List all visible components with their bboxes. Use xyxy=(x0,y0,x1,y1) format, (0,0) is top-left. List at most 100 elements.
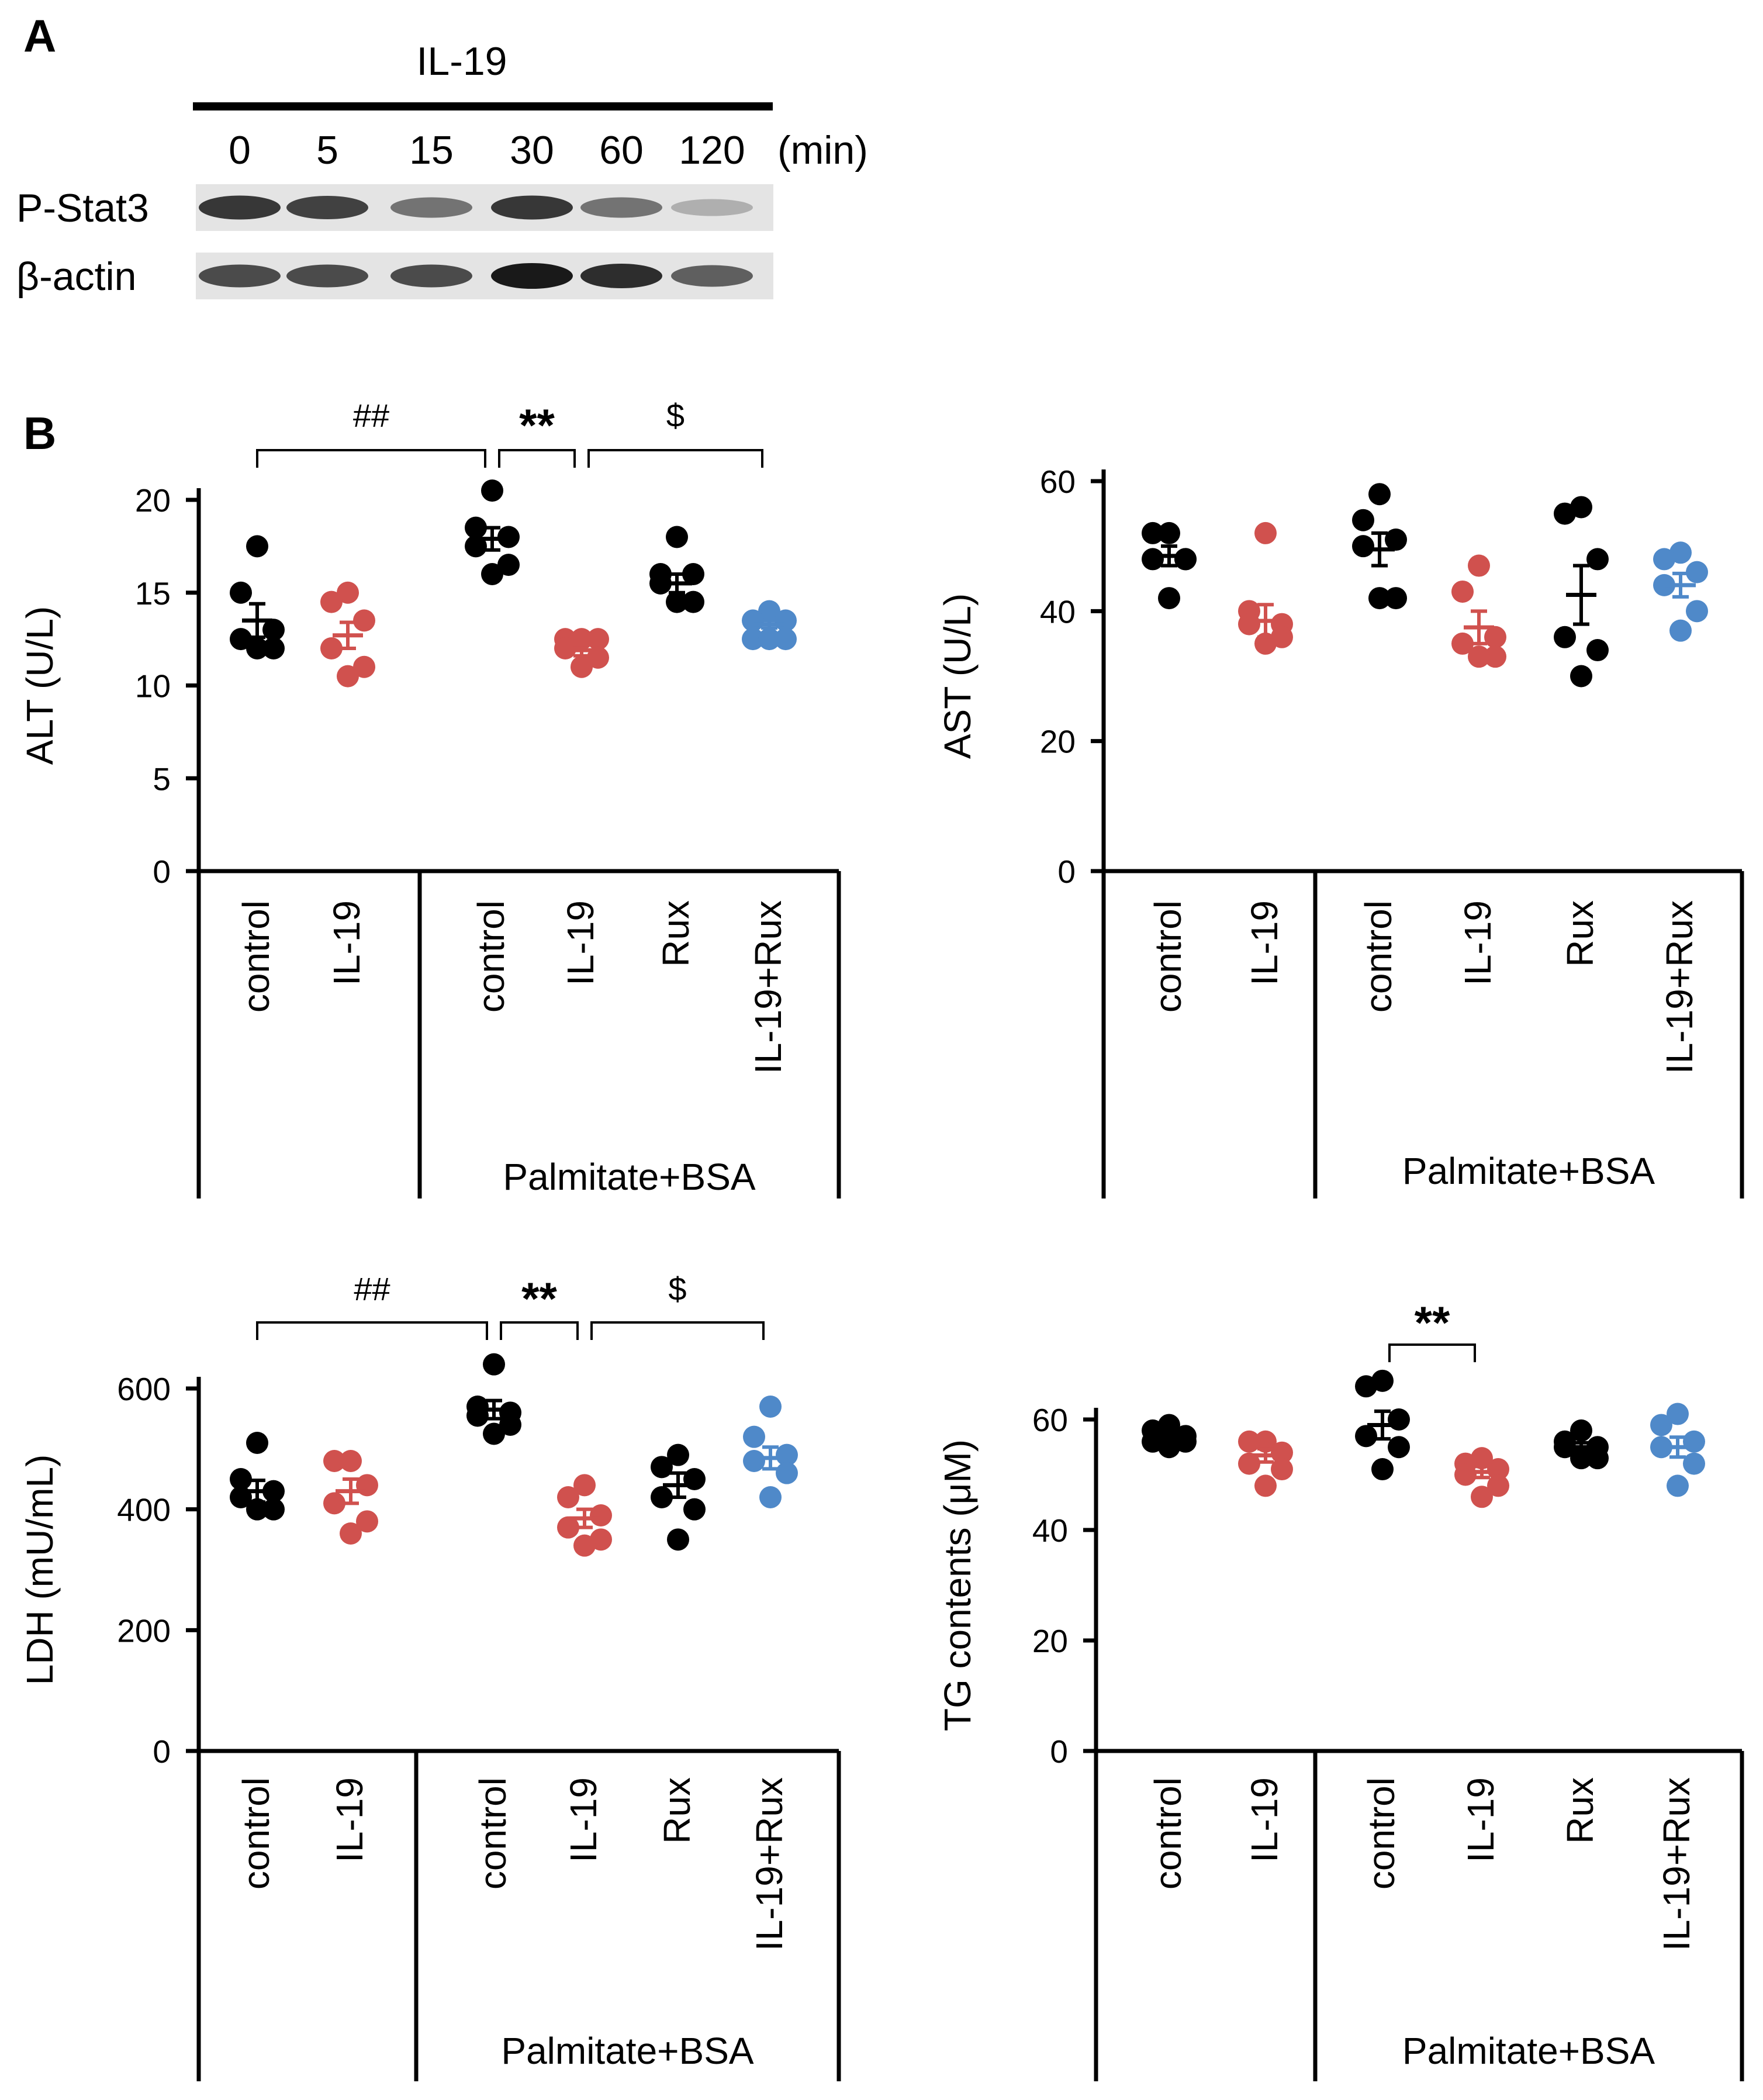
category-label: IL-19 xyxy=(1460,1777,1502,1863)
data-point xyxy=(651,1486,673,1508)
significance-label: ** xyxy=(521,1273,557,1324)
data-point xyxy=(323,1492,345,1515)
data-point xyxy=(1686,561,1708,583)
ldh-chart: 0 200 400 600 LDH (mU/mL) control IL-19 control… xyxy=(19,1270,841,2081)
category-label: IL-19 xyxy=(1457,900,1499,986)
data-point xyxy=(557,1516,579,1539)
y-tick-label: 40 xyxy=(1040,593,1076,630)
blot-band xyxy=(671,265,753,287)
data-point xyxy=(1368,587,1391,610)
data-point xyxy=(1650,1414,1672,1436)
data-point xyxy=(1653,574,1675,596)
y-tick-label: 20 xyxy=(1032,1623,1068,1659)
data-point xyxy=(1385,529,1407,551)
y-tick-label: 10 xyxy=(135,668,171,704)
data-point xyxy=(230,628,252,651)
data-point xyxy=(1650,1436,1672,1459)
category-label: IL-19 xyxy=(1243,900,1285,986)
blot-band xyxy=(580,264,662,288)
category-label: IL-19 xyxy=(329,1777,371,1863)
blot-row-p-stat3: P-Stat3 xyxy=(16,184,773,231)
significance-label: $ xyxy=(668,1270,686,1307)
data-point xyxy=(1355,1375,1377,1398)
data-point xyxy=(499,1414,521,1436)
category-label: control xyxy=(1360,1777,1402,1890)
significance-label: ** xyxy=(1415,1297,1450,1348)
time-point-0: 0 xyxy=(229,128,251,172)
data-point xyxy=(758,600,780,623)
time-point-labels: 0 5 15 30 60 120 xyxy=(229,128,745,172)
time-unit-label: (min) xyxy=(777,128,868,172)
category-label: Rux xyxy=(656,1777,698,1844)
significance-bracket xyxy=(498,449,576,468)
y-tick-label: 0 xyxy=(153,1733,171,1770)
data-point xyxy=(573,1534,596,1557)
data-point xyxy=(356,1510,378,1533)
data-point xyxy=(1667,1474,1689,1497)
data-point xyxy=(776,1443,798,1466)
blot-band xyxy=(671,199,753,216)
significance-bracket xyxy=(256,449,486,468)
y-tick-label: 600 xyxy=(117,1371,171,1407)
blot-band xyxy=(199,195,281,220)
data-point xyxy=(1468,645,1490,668)
data-point xyxy=(230,581,252,604)
data-point xyxy=(497,526,520,548)
y-tick-label: 5 xyxy=(153,761,171,797)
data-point xyxy=(590,1504,612,1526)
data-point xyxy=(1586,639,1609,662)
blot-row-label: P-Stat3 xyxy=(16,186,149,230)
significance-bracket xyxy=(590,1321,765,1340)
data-point xyxy=(554,637,576,659)
data-point xyxy=(320,637,343,659)
data-point xyxy=(1254,521,1277,544)
data-point xyxy=(1451,632,1474,655)
data-point xyxy=(483,1422,505,1445)
data-point xyxy=(1142,548,1164,571)
data-point xyxy=(1238,1430,1260,1453)
y-tick-label: 60 xyxy=(1032,1402,1068,1438)
significance-bracket xyxy=(256,1321,488,1340)
blot-band xyxy=(580,197,662,218)
data-point xyxy=(571,655,593,678)
blot-band xyxy=(390,264,472,288)
data-point xyxy=(246,637,268,659)
data-point xyxy=(246,1432,268,1454)
y-tick-label: 40 xyxy=(1032,1512,1068,1549)
y-tick-label: 200 xyxy=(117,1612,171,1649)
data-point xyxy=(1686,600,1708,623)
treatment-label: IL-19 xyxy=(417,39,507,84)
data-point xyxy=(1586,548,1609,571)
significance-bracket xyxy=(500,1321,579,1340)
data-point xyxy=(353,655,375,678)
data-point xyxy=(1487,1474,1509,1497)
data-point xyxy=(1484,626,1506,648)
data-point xyxy=(1554,626,1576,648)
data-point xyxy=(1368,483,1391,506)
data-point xyxy=(743,1450,765,1472)
y-tick-label: 0 xyxy=(1050,1733,1068,1770)
tg-chart: 0 20 40 60 TG contents (μM) control IL-19 contr… xyxy=(936,1297,1744,2081)
data-point xyxy=(1487,1458,1509,1481)
data-point xyxy=(337,665,359,688)
data-point xyxy=(573,1474,596,1497)
y-tick-label: 400 xyxy=(117,1492,171,1528)
data-point xyxy=(651,1456,673,1479)
blot-band xyxy=(491,195,573,220)
significance-label: ** xyxy=(519,399,555,451)
data-point xyxy=(1586,1447,1609,1470)
data-point xyxy=(758,628,780,651)
data-point xyxy=(465,516,487,539)
ast-chart: 0 20 40 60 AST (U/L) control IL-19 control IL-19… xyxy=(936,464,1744,1198)
panel-a-western-blot: A IL-19 0 5 15 30 60 120 (min) P-Stat3 β-actin xyxy=(16,10,868,299)
data-point xyxy=(1271,1458,1293,1481)
blot-rows: P-Stat3 β-actin xyxy=(16,184,773,299)
data-point xyxy=(776,1462,798,1484)
blot-band xyxy=(491,263,573,289)
data-point xyxy=(262,1498,285,1521)
data-point xyxy=(649,572,672,595)
data-point xyxy=(1554,502,1576,525)
blot-row-beta-actin: β-actin xyxy=(16,253,773,299)
time-point-5: 5 xyxy=(316,128,338,172)
